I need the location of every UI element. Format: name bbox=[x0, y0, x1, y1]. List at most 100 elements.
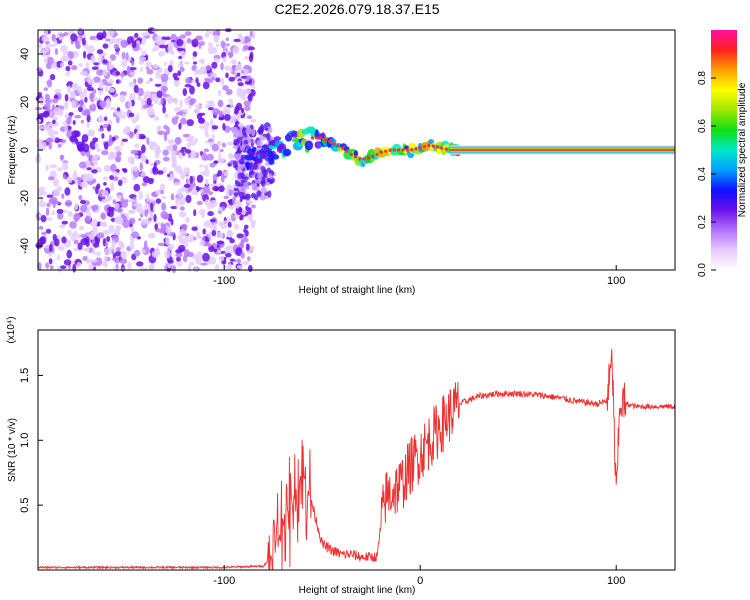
noise-cell bbox=[38, 186, 46, 191]
noise-cell bbox=[102, 230, 110, 235]
noise-cell bbox=[100, 212, 107, 220]
noise-cell bbox=[122, 168, 128, 173]
noise-cell bbox=[231, 59, 237, 65]
noise-cell bbox=[256, 140, 263, 147]
noise-cell bbox=[129, 67, 137, 71]
noise-cell bbox=[127, 156, 135, 164]
noise-cell bbox=[167, 243, 175, 250]
noise-cell bbox=[51, 98, 59, 104]
noise-cell bbox=[223, 220, 229, 224]
noise-cell bbox=[212, 173, 218, 182]
noise-cell bbox=[97, 55, 102, 65]
noise-cell bbox=[227, 98, 232, 104]
noise-cell bbox=[221, 205, 226, 212]
noise-cell bbox=[152, 47, 157, 52]
track-core bbox=[332, 142, 336, 146]
noise-cell bbox=[51, 33, 56, 42]
noise-cell bbox=[52, 116, 58, 121]
noise-cell bbox=[109, 175, 114, 181]
noise-cell bbox=[206, 100, 214, 105]
noise-cell bbox=[166, 95, 174, 102]
noise-cell bbox=[235, 163, 239, 171]
noise-cell bbox=[114, 145, 122, 152]
noise-cell bbox=[160, 97, 164, 105]
noise-cell bbox=[47, 128, 54, 136]
track-core bbox=[410, 148, 414, 152]
noise-cell bbox=[69, 221, 77, 229]
colorbar-tick-label: 0.0 bbox=[697, 263, 708, 277]
noise-cell bbox=[53, 94, 59, 100]
noise-cell bbox=[89, 140, 97, 150]
noise-cell bbox=[224, 245, 229, 254]
noise-cell bbox=[159, 183, 165, 191]
noise-cell bbox=[78, 63, 83, 67]
noise-cell bbox=[178, 170, 183, 175]
noise-cell bbox=[140, 153, 146, 162]
noise-cell bbox=[35, 107, 43, 111]
noise-cell bbox=[138, 191, 143, 201]
noise-cell bbox=[155, 70, 162, 80]
noise-cell bbox=[63, 101, 69, 110]
track-cell bbox=[273, 136, 282, 141]
noise-cell bbox=[227, 263, 232, 270]
noise-cell bbox=[188, 234, 195, 240]
snr-series-line bbox=[38, 348, 676, 570]
noise-cell bbox=[92, 89, 97, 94]
track-core bbox=[319, 136, 323, 140]
heatmap-ylabel: Frequency (Hz) bbox=[7, 116, 18, 185]
heatmap-y-axis: -40 -20 0 20 40 bbox=[19, 48, 43, 254]
noise-cell bbox=[112, 38, 119, 44]
noise-cell bbox=[108, 209, 114, 218]
noise-cell bbox=[231, 65, 236, 69]
noise-cell bbox=[102, 59, 108, 64]
noise-cell bbox=[185, 216, 190, 224]
noise-cell bbox=[241, 209, 247, 216]
noise-cell bbox=[224, 65, 231, 71]
noise-cell bbox=[267, 190, 272, 198]
noise-cell bbox=[86, 78, 93, 83]
noise-cell bbox=[49, 265, 54, 270]
noise-cell bbox=[195, 256, 202, 265]
noise-cell bbox=[184, 84, 192, 88]
colorbar-tick-label: 0.2 bbox=[697, 215, 708, 229]
y-tick-label: 1.0 bbox=[19, 433, 31, 448]
track-core bbox=[397, 148, 401, 152]
noise-cell bbox=[262, 169, 267, 177]
noise-cell bbox=[179, 201, 184, 206]
track-core bbox=[362, 157, 366, 161]
heatmap-xlabel: Height of straight line (km) bbox=[299, 285, 416, 296]
y-tick-label: -20 bbox=[19, 190, 31, 206]
noise-cell bbox=[203, 220, 211, 228]
noise-cell bbox=[164, 250, 171, 259]
noise-cell bbox=[74, 114, 82, 119]
noise-cell bbox=[117, 179, 123, 186]
noise-cell bbox=[227, 230, 233, 238]
noise-cell bbox=[77, 176, 81, 186]
x-tick-label: -100 bbox=[213, 275, 235, 287]
noise-cell bbox=[119, 114, 127, 119]
noise-cell bbox=[117, 207, 123, 214]
noise-cell bbox=[229, 238, 235, 244]
noise-cell bbox=[141, 182, 148, 187]
track-core bbox=[315, 136, 319, 140]
noise-cell bbox=[241, 96, 247, 101]
noise-cell bbox=[202, 81, 210, 90]
noise-cell bbox=[182, 133, 191, 138]
noise-cell bbox=[115, 225, 122, 231]
noise-cell bbox=[116, 194, 122, 200]
snr-plot-area bbox=[38, 330, 675, 570]
noise-cell bbox=[237, 164, 241, 172]
noise-cell bbox=[91, 66, 99, 70]
noise-cell bbox=[36, 119, 42, 123]
noise-cell bbox=[244, 56, 249, 60]
noise-cell bbox=[213, 222, 217, 230]
noise-cell bbox=[134, 143, 140, 149]
noise-cell bbox=[141, 50, 147, 57]
noise-cell bbox=[206, 153, 214, 161]
noise-cell bbox=[232, 46, 240, 54]
noise-cell bbox=[114, 251, 123, 257]
noise-cell bbox=[175, 253, 183, 258]
noise-cell bbox=[157, 125, 162, 130]
x-tick-label: 100 bbox=[607, 275, 625, 287]
noise-cell bbox=[89, 259, 98, 263]
